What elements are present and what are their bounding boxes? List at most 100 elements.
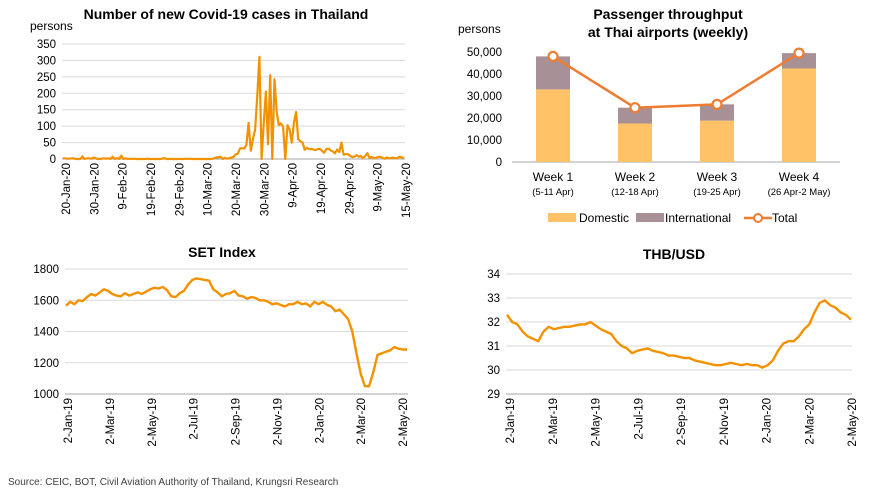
legend-label-total: Total xyxy=(772,211,797,225)
covid-x-tick-label: 30-Mar-20 xyxy=(259,163,271,216)
covid-x-tick-label: 10-Mar-20 xyxy=(203,163,215,216)
set-x-tick-label: 2-Jan-20 xyxy=(314,398,326,443)
set-x-tick-label: 2-Jan-19 xyxy=(63,398,75,443)
covid-y-tick-label: 50 xyxy=(43,138,56,150)
category-date-range: (19-25 Apr) xyxy=(693,187,741,198)
set-x-tick-label: 2-Mar-19 xyxy=(105,398,117,445)
covid-x-tick-label: 19-Feb-20 xyxy=(146,163,158,216)
passenger-y-tick-label: 10,000 xyxy=(467,135,502,147)
set-x-tick-label: 2-May-19 xyxy=(147,398,159,447)
category-label: Week 4 xyxy=(779,170,820,184)
covid-x-tick-label: 9-Feb-20 xyxy=(118,163,130,210)
covid-y-tick-label: 200 xyxy=(37,88,56,100)
covid-x-tick-label: 9-Apr-20 xyxy=(288,163,300,208)
legend-label-domestic: Domestic xyxy=(579,211,629,225)
thb-x-tick-label: 2-Mar-20 xyxy=(804,398,816,445)
thb-gridlines xyxy=(506,273,852,395)
thb-x-ticks: 2-Jan-19 2-Mar-19 2-May-19 2-Jul-19 2-Sep-19… xyxy=(505,398,859,447)
thb-y-tick-label: 31 xyxy=(487,341,500,353)
category-date-range: (12-18 Apr) xyxy=(611,187,659,198)
thb-x-tick-label: 2-May-19 xyxy=(591,398,603,447)
covid-x-tick-label: 29-Feb-20 xyxy=(174,163,186,216)
thb-x-tick-label: 2-May-20 xyxy=(847,398,859,447)
category-label: Week 1 xyxy=(533,170,574,184)
thb-chart-title: THB/USD xyxy=(643,246,705,262)
total-line xyxy=(552,52,800,109)
covid-y-unit: persons xyxy=(30,19,73,33)
thb-y-tick-label: 30 xyxy=(487,365,500,377)
thb-x-tick-label: 2-Mar-19 xyxy=(548,398,560,445)
set-x-tick-label: 2-May-20 xyxy=(398,398,410,447)
covid-y-tick-label: 150 xyxy=(37,105,56,117)
set-x-tick-label: 2-Jul-19 xyxy=(189,398,201,440)
set-gridlines xyxy=(65,268,408,395)
bar-domestic xyxy=(782,68,816,162)
total-point xyxy=(711,98,723,111)
passenger-y-ticks: 0 10,000 20,000 30,000 40,000 50,000 xyxy=(467,47,840,169)
covid-x-tick-label: 30-Jan-20 xyxy=(89,163,101,215)
covid-gridlines xyxy=(62,43,405,160)
category-date-range: (5-11 Apr) xyxy=(532,187,574,198)
passenger-categories: Week 1 (5-11 Apr) Week 2 (12-18 Apr) Week 3 (… xyxy=(532,170,830,198)
thb-y-ticks: 29 30 31 32 33 34 xyxy=(487,269,500,401)
total-point xyxy=(547,50,559,63)
thb-x-tick-label: 2-Jan-19 xyxy=(505,398,517,443)
covid-y-tick-label: 350 xyxy=(37,39,56,51)
total-point xyxy=(793,47,805,59)
passenger-y-unit: persons xyxy=(458,22,501,36)
covid-chart-title: Number of new Covid-19 cases in Thailand xyxy=(84,6,369,22)
legend-label-international: International xyxy=(665,211,731,225)
legend-swatch-domestic xyxy=(548,213,576,222)
covid-chart: Number of new Covid-19 cases in Thailand… xyxy=(30,6,413,218)
covid-y-tick-label: 0 xyxy=(50,154,56,166)
covid-x-ticks: 20-Jan-20 30-Jan-20 9-Feb-20 19-Feb-20 29-Fe… xyxy=(61,163,413,218)
source-note: Source: CEIC, BOT, Civil Aviation Author… xyxy=(8,477,338,488)
bar-domestic xyxy=(700,120,734,162)
passenger-y-tick-label: 0 xyxy=(496,157,502,169)
covid-x-tick-label: 20-Mar-20 xyxy=(231,163,243,216)
thb-chart: THB/USD 29 30 31 32 33 34 2-Jan-19 2-Mar-19 2-M… xyxy=(487,246,859,447)
passenger-legend: Domestic International Total xyxy=(548,211,797,225)
thb-x-tick-label: 2-Jul-19 xyxy=(633,398,645,440)
covid-x-tick-label: 29-Apr-20 xyxy=(344,163,356,214)
category-date-range: (26 Apr-2 May) xyxy=(768,187,831,198)
set-index-line xyxy=(65,277,407,388)
covid-y-tick-label: 300 xyxy=(37,55,56,67)
covid-x-tick-label: 9-May-20 xyxy=(373,163,385,212)
passenger-y-tick-label: 20,000 xyxy=(467,113,502,125)
total-markers xyxy=(547,47,805,114)
covid-y-tick-label: 100 xyxy=(37,121,56,133)
covid-x-tick-label: 15-May-20 xyxy=(401,163,413,218)
thb-x-tick-label: 2-Nov-19 xyxy=(719,398,731,445)
thb-usd-line xyxy=(506,299,852,369)
set-y-tick-label: 1000 xyxy=(33,389,59,401)
covid-cases-line xyxy=(63,55,405,161)
passenger-y-tick-label: 30,000 xyxy=(467,91,502,103)
thb-y-tick-label: 32 xyxy=(487,317,500,329)
thb-y-tick-label: 33 xyxy=(487,293,500,305)
set-x-ticks: 2-Jan-19 2-Mar-19 2-May-19 2-Jul-19 2-Sep-19… xyxy=(63,398,410,447)
set-x-tick-label: 2-Nov-19 xyxy=(272,398,284,445)
passenger-chart-title: Passenger throughput xyxy=(593,6,743,22)
set-x-tick-label: 2-Mar-20 xyxy=(356,398,368,445)
legend-swatch-international xyxy=(636,213,664,222)
set-y-ticks: 1000 1200 1400 1600 1800 xyxy=(33,264,59,401)
category-label: Week 3 xyxy=(697,170,738,184)
covid-y-ticks: 0 50 100 150 200 250 300 350 xyxy=(37,39,56,166)
bar-international xyxy=(700,104,734,121)
set-x-tick-label: 2-Sep-19 xyxy=(231,398,243,445)
thb-x-tick-label: 2-Sep-19 xyxy=(676,398,688,445)
thb-x-tick-label: 2-Jan-20 xyxy=(762,398,774,443)
bar-domestic xyxy=(618,123,652,162)
set-y-tick-label: 1600 xyxy=(33,295,59,307)
set-chart-title: SET Index xyxy=(188,244,256,260)
covid-y-tick-label: 250 xyxy=(37,72,56,84)
passenger-y-tick-label: 40,000 xyxy=(467,69,502,81)
category-label: Week 2 xyxy=(615,170,656,184)
set-y-tick-label: 1200 xyxy=(33,358,59,370)
bar-domestic xyxy=(536,89,570,162)
covid-x-tick-label: 20-Jan-20 xyxy=(61,163,73,215)
passenger-chart: Passenger throughput at Thai airports (w… xyxy=(458,6,840,225)
